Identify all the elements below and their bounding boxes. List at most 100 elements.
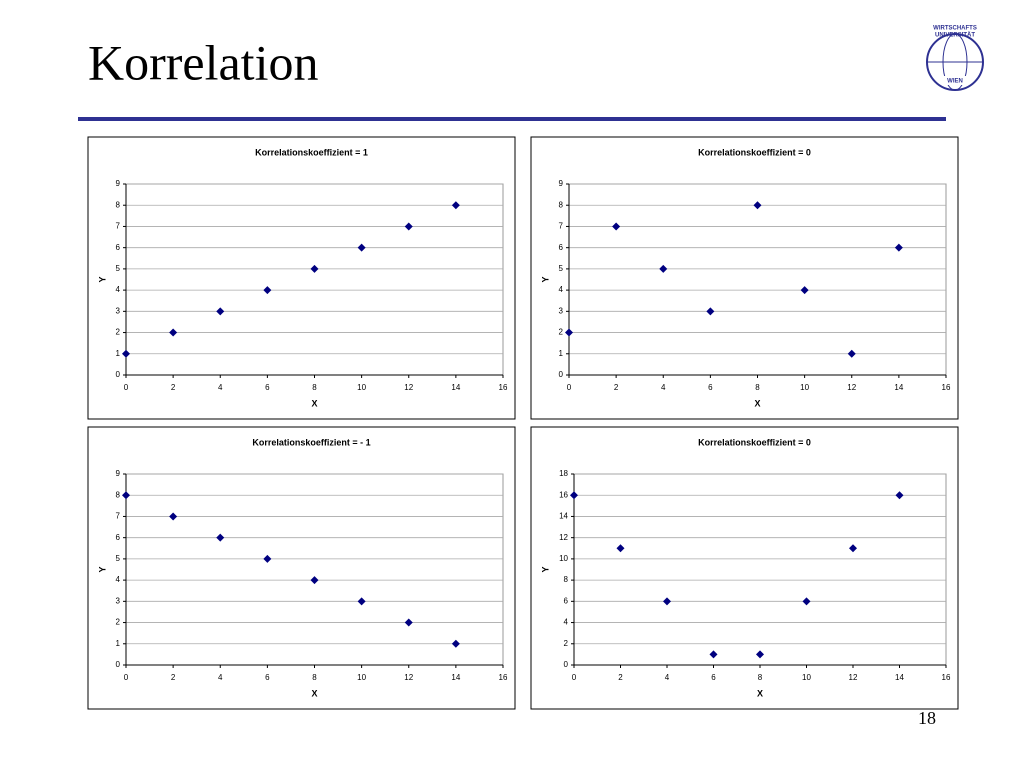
point	[802, 597, 811, 606]
y-tick-label: 14	[559, 512, 568, 521]
point	[659, 264, 668, 273]
point	[169, 328, 178, 337]
x-tick-label: 8	[755, 383, 760, 392]
point	[565, 328, 573, 337]
y-tick-label: 12	[559, 533, 568, 542]
y-tick-label: 8	[116, 200, 121, 209]
x-tick-label: 16	[499, 673, 508, 682]
x-tick-label: 14	[895, 673, 904, 682]
point	[357, 597, 366, 606]
x-axis-label: X	[311, 688, 317, 698]
chart-title: Korrelationskoeffizient = 0	[698, 147, 811, 157]
point	[451, 201, 460, 210]
x-axis-label: X	[311, 398, 317, 408]
chart-frame	[87, 426, 516, 710]
x-tick-label: 10	[357, 673, 366, 682]
y-tick-label: 5	[559, 264, 564, 273]
x-tick-label: 0	[124, 383, 129, 392]
y-tick-label: 0	[116, 660, 121, 669]
y-tick-label: 8	[559, 200, 564, 209]
x-tick-label: 2	[171, 673, 176, 682]
y-tick-label: 8	[116, 490, 121, 499]
point	[570, 491, 578, 500]
logo: WIRTSCHAFTS UNIVERSITÄT WIEN	[926, 26, 984, 91]
y-tick-label: 2	[559, 328, 564, 337]
chart: Korrelationskoeffizient = 0 0 2 4 6 8 10 12 14 16…	[530, 426, 959, 710]
y-tick-label: 4	[116, 575, 121, 584]
chart-title: Korrelationskoeffizient = - 1	[252, 437, 370, 447]
chart-title: Korrelationskoeffizient = 1	[255, 147, 368, 157]
point	[404, 618, 413, 627]
page-number: 18	[918, 708, 936, 728]
point	[122, 491, 130, 500]
slide-title: Korrelation	[88, 34, 318, 90]
point	[756, 650, 764, 659]
logo-band	[943, 76, 967, 85]
x-tick-label: 12	[404, 383, 413, 392]
point	[216, 307, 225, 316]
x-tick-label: 0	[124, 673, 129, 682]
x-tick-label: 14	[894, 383, 903, 392]
x-tick-label: 12	[847, 383, 856, 392]
point	[663, 597, 671, 606]
chart-frame	[87, 136, 516, 420]
point	[310, 576, 319, 585]
point	[612, 222, 621, 231]
header-rule	[78, 117, 946, 121]
y-tick-label: 9	[116, 469, 121, 478]
chart-title: Korrelationskoeffizient = 0	[698, 437, 811, 447]
y-tick-label: 5	[116, 554, 121, 563]
x-axis-label: X	[757, 688, 763, 698]
point	[122, 349, 130, 358]
x-tick-label: 10	[800, 383, 809, 392]
y-axis-label: Y	[97, 566, 107, 572]
x-tick-label: 2	[614, 383, 619, 392]
y-tick-label: 4	[564, 618, 569, 627]
y-tick-label: 9	[559, 179, 564, 188]
x-tick-label: 8	[312, 383, 317, 392]
y-axis-label: Y	[97, 276, 107, 282]
y-tick-label: 3	[116, 306, 121, 315]
chart-frame	[530, 426, 959, 710]
point	[849, 544, 857, 553]
point	[263, 286, 272, 295]
y-tick-label: 1	[559, 349, 564, 358]
point	[753, 201, 762, 210]
y-tick-label: 1	[116, 639, 121, 648]
y-tick-label: 1	[116, 349, 121, 358]
point	[847, 349, 856, 358]
x-tick-label: 16	[942, 383, 951, 392]
y-tick-label: 7	[559, 222, 564, 231]
x-tick-label: 16	[942, 673, 951, 682]
y-tick-label: 7	[116, 222, 121, 231]
y-tick-label: 0	[116, 370, 121, 379]
point	[404, 222, 413, 231]
logo-text: UNIVERSITÄT	[935, 32, 975, 39]
x-tick-label: 6	[265, 383, 270, 392]
y-tick-label: 8	[564, 575, 569, 584]
y-tick-label: 3	[116, 596, 121, 605]
y-tick-label: 0	[559, 370, 564, 379]
x-tick-label: 14	[451, 383, 460, 392]
point	[709, 650, 718, 659]
x-tick-label: 4	[218, 383, 223, 392]
x-tick-label: 10	[802, 673, 811, 682]
x-tick-label: 2	[171, 383, 176, 392]
point	[895, 491, 904, 500]
y-tick-label: 0	[564, 660, 569, 669]
y-axis-label: Y	[540, 276, 550, 282]
point	[263, 554, 272, 563]
y-tick-label: 5	[116, 264, 121, 273]
chart: Korrelationskoeffizient = - 101234567890…	[87, 426, 516, 710]
point	[800, 286, 809, 295]
y-tick-label: 7	[116, 512, 121, 521]
x-tick-label: 4	[665, 673, 670, 682]
x-tick-label: 14	[451, 673, 460, 682]
chart-frame	[530, 136, 959, 420]
logo-text: WIEN	[947, 79, 963, 85]
y-tick-label: 6	[564, 596, 569, 605]
x-tick-label: 10	[357, 383, 366, 392]
point	[310, 264, 319, 273]
y-tick-label: 10	[559, 554, 568, 563]
